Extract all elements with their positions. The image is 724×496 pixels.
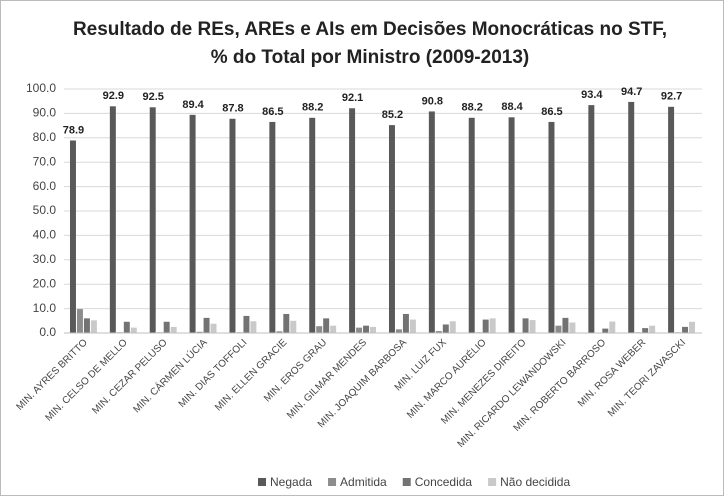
y-tick-label: 100.0	[26, 81, 56, 95]
bar	[649, 325, 656, 333]
bar	[123, 321, 130, 333]
bar	[90, 320, 97, 333]
bar	[349, 108, 356, 333]
bar	[290, 320, 297, 333]
legend-swatch	[328, 478, 337, 486]
value-label: 92.7	[661, 91, 682, 103]
bar	[388, 125, 395, 333]
bar	[323, 318, 330, 333]
bar	[682, 326, 689, 333]
y-tick-label: 20.0	[33, 276, 57, 290]
value-label: 88.4	[501, 101, 523, 113]
bar	[210, 323, 217, 333]
y-tick-label: 0.0	[39, 325, 56, 339]
value-label: 92.5	[143, 91, 164, 103]
bar	[689, 321, 696, 333]
value-label: 90.8	[422, 95, 443, 107]
bar	[668, 106, 675, 333]
bar	[130, 327, 137, 333]
bar	[196, 331, 203, 333]
chart-title: Resultado de REs, AREs e AIs em Decisões…	[73, 19, 667, 40]
value-label: 92.9	[103, 90, 124, 102]
bar	[602, 328, 609, 333]
y-tick-label: 80.0	[33, 130, 57, 144]
y-tick-label: 10.0	[33, 301, 57, 315]
bar	[189, 114, 196, 333]
bar	[330, 325, 337, 333]
value-label: 86.5	[262, 106, 283, 118]
legend-label: Não decidida	[500, 475, 570, 489]
bar	[203, 317, 210, 333]
bar	[569, 322, 576, 333]
bar	[449, 321, 456, 333]
y-tick-label: 50.0	[33, 203, 57, 217]
bar	[482, 319, 489, 333]
bar	[276, 331, 283, 333]
bar	[489, 318, 496, 333]
bar	[149, 107, 156, 333]
bar	[395, 329, 402, 333]
bar	[170, 326, 177, 333]
y-tick-label: 60.0	[33, 179, 57, 193]
bar	[428, 111, 435, 333]
bar	[109, 106, 116, 333]
y-tick-label: 40.0	[33, 228, 57, 242]
value-label: 93.4	[581, 89, 603, 101]
bar	[356, 327, 363, 333]
value-label: 78.9	[63, 124, 84, 136]
bar	[609, 321, 616, 333]
bar	[468, 117, 475, 334]
bar	[83, 318, 90, 333]
bar	[442, 324, 449, 333]
bar	[402, 313, 409, 333]
value-label: 89.4	[182, 99, 204, 111]
value-label: 88.2	[302, 102, 323, 114]
bar	[363, 325, 370, 333]
bar	[163, 321, 170, 333]
y-tick-label: 30.0	[33, 252, 57, 266]
bar	[229, 118, 236, 333]
bar	[269, 121, 276, 333]
value-label: 88.2	[462, 102, 483, 114]
bar	[529, 320, 536, 333]
bar	[588, 105, 595, 333]
bar	[69, 140, 76, 333]
value-label: 86.5	[541, 106, 562, 118]
bar	[642, 328, 649, 333]
legend-swatch	[402, 478, 411, 486]
bar	[309, 117, 316, 334]
bar	[628, 101, 635, 333]
y-tick-label: 90.0	[33, 106, 57, 120]
legend-label: Admitida	[340, 475, 387, 489]
bar	[76, 309, 83, 333]
value-label: 85.2	[382, 109, 403, 121]
bar	[508, 117, 515, 333]
value-label: 92.1	[342, 92, 363, 104]
bar	[548, 121, 555, 333]
value-label: 87.8	[222, 103, 243, 115]
chart-title: % do Total por Ministro (2009-2013)	[211, 47, 529, 68]
value-label: 94.7	[621, 86, 642, 98]
legend-swatch	[258, 478, 266, 486]
y-tick-label: 70.0	[33, 154, 57, 168]
bar	[250, 321, 257, 333]
bar	[435, 331, 442, 333]
bar	[555, 325, 562, 333]
bar	[370, 326, 377, 333]
bar	[283, 313, 290, 333]
bar	[562, 317, 569, 333]
bar	[409, 319, 416, 333]
bar	[243, 315, 250, 333]
legend-swatch	[488, 478, 497, 486]
bar	[316, 326, 323, 333]
legend-label: Negada	[270, 475, 312, 489]
bar	[522, 318, 529, 333]
legend-label: Concedida	[415, 475, 473, 489]
